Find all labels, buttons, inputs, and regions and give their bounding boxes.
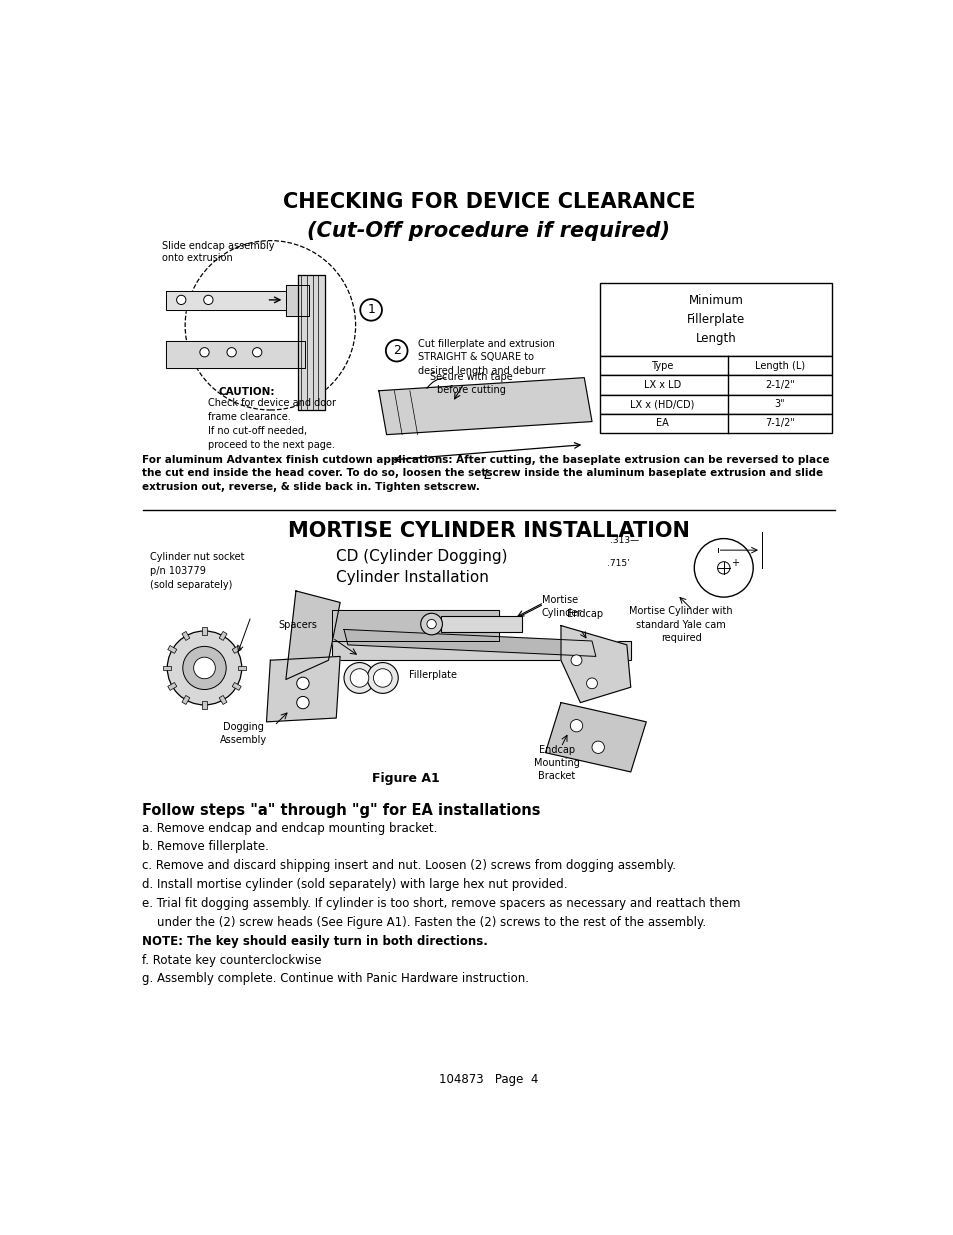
Circle shape	[183, 646, 226, 689]
Text: under the (2) screw heads (See Figure A1). Fasten the (2) screws to the rest of : under the (2) screw heads (See Figure A1…	[142, 916, 706, 929]
Text: (Cut-Off procedure if required): (Cut-Off procedure if required)	[307, 221, 670, 241]
Polygon shape	[286, 285, 309, 316]
Circle shape	[253, 347, 261, 357]
Circle shape	[420, 614, 442, 635]
Text: extrusion out, reverse, & slide back in. Tighten setscrew.: extrusion out, reverse, & slide back in.…	[142, 482, 480, 492]
Text: e. Trial fit dogging assembly. If cylinder is too short, remove spacers as neces: e. Trial fit dogging assembly. If cylind…	[142, 897, 740, 910]
Circle shape	[176, 295, 186, 305]
Bar	[219, 631, 227, 641]
Circle shape	[199, 347, 209, 357]
Text: Figure A1: Figure A1	[372, 772, 439, 785]
Text: For aluminum Advantex finish cutdown applications: After cutting, the baseplate : For aluminum Advantex finish cutdown app…	[142, 454, 829, 464]
Text: 2: 2	[393, 345, 400, 357]
Bar	[182, 631, 190, 641]
Circle shape	[427, 620, 436, 629]
Text: Mortise
Cylinder: Mortise Cylinder	[541, 595, 581, 618]
Text: NOTE: The key should easily turn in both directions.: NOTE: The key should easily turn in both…	[142, 935, 488, 947]
Polygon shape	[344, 630, 596, 656]
Polygon shape	[378, 378, 592, 435]
Text: Cylinder Installation: Cylinder Installation	[335, 571, 489, 585]
Circle shape	[350, 668, 369, 687]
Text: Type: Type	[651, 361, 673, 370]
Text: 1: 1	[367, 304, 375, 316]
Text: CHECKING FOR DEVICE CLEARANCE: CHECKING FOR DEVICE CLEARANCE	[282, 193, 695, 212]
Text: Spacers: Spacers	[277, 620, 316, 630]
Bar	[332, 641, 630, 661]
Polygon shape	[545, 703, 645, 772]
Bar	[202, 627, 207, 635]
Text: the cut end inside the head cover. To do so, loosen the setscrew inside the alum: the cut end inside the head cover. To do…	[142, 468, 822, 478]
Text: 7-1/2": 7-1/2"	[764, 419, 794, 429]
Text: MORTISE CYLINDER INSTALLATION: MORTISE CYLINDER INSTALLATION	[288, 521, 689, 541]
Text: Check for device and door
frame clearance.
If no cut-off needed,
proceed to the : Check for device and door frame clearanc…	[208, 399, 336, 451]
Circle shape	[193, 657, 215, 679]
Bar	[168, 683, 176, 690]
Text: Slide endcap assembly: Slide endcap assembly	[162, 241, 274, 251]
Circle shape	[586, 678, 597, 689]
Text: Secure with tape
before cutting: Secure with tape before cutting	[430, 372, 513, 395]
Text: Length (L): Length (L)	[754, 361, 804, 370]
Circle shape	[592, 741, 604, 753]
Text: 3": 3"	[774, 399, 784, 409]
Bar	[599, 395, 831, 414]
Text: Fillerplate: Fillerplate	[409, 671, 456, 680]
Circle shape	[344, 662, 375, 693]
Bar	[599, 375, 831, 395]
Text: Minimum
Fillerplate
Length: Minimum Fillerplate Length	[686, 294, 744, 345]
Polygon shape	[286, 592, 340, 679]
Text: b. Remove fillerplate.: b. Remove fillerplate.	[142, 841, 269, 853]
Text: onto extrusion: onto extrusion	[162, 253, 233, 263]
Bar	[599, 356, 831, 375]
Bar	[599, 414, 831, 433]
Text: CAUTION:: CAUTION:	[218, 387, 275, 396]
Bar	[599, 283, 831, 356]
Polygon shape	[166, 290, 286, 310]
Text: Endcap
Mounting
Bracket: Endcap Mounting Bracket	[534, 745, 579, 782]
Polygon shape	[297, 275, 324, 410]
Bar	[219, 695, 227, 704]
Bar	[232, 683, 241, 690]
Text: .715’: .715’	[607, 559, 630, 568]
Bar	[163, 666, 171, 671]
Polygon shape	[266, 656, 340, 721]
Bar	[168, 646, 176, 653]
Polygon shape	[166, 341, 305, 368]
Polygon shape	[332, 610, 498, 641]
Text: Mortise Cylinder with
standard Yale cam
required: Mortise Cylinder with standard Yale cam …	[629, 606, 732, 642]
Text: L: L	[483, 468, 491, 482]
Text: Cylinder nut socket
p/n 103779
(sold separately): Cylinder nut socket p/n 103779 (sold sep…	[150, 552, 245, 590]
Circle shape	[373, 668, 392, 687]
Text: f. Rotate key counterclockwise: f. Rotate key counterclockwise	[142, 953, 322, 967]
Text: .313—: .313—	[609, 536, 639, 546]
Text: c. Remove and discard shipping insert and nut. Loosen (2) screws from dogging as: c. Remove and discard shipping insert an…	[142, 860, 676, 872]
Text: CD (Cylinder Dogging): CD (Cylinder Dogging)	[335, 548, 507, 564]
Text: 2-1/2": 2-1/2"	[764, 380, 794, 390]
Text: LX x (HD/CD): LX x (HD/CD)	[630, 399, 694, 409]
Bar	[440, 616, 521, 632]
Bar	[182, 695, 190, 704]
Text: Cut fillerplate and extrusion
STRAIGHT & SQUARE to
desired length and deburr: Cut fillerplate and extrusion STRAIGHT &…	[417, 340, 554, 375]
Text: +: +	[730, 558, 738, 568]
Text: Follow steps "a" through "g" for EA installations: Follow steps "a" through "g" for EA inst…	[142, 803, 540, 818]
Polygon shape	[560, 626, 630, 703]
Circle shape	[204, 295, 213, 305]
Circle shape	[570, 720, 582, 732]
Bar	[232, 646, 241, 653]
Circle shape	[296, 677, 309, 689]
Text: g. Assembly complete. Continue with Panic Hardware instruction.: g. Assembly complete. Continue with Pani…	[142, 972, 529, 986]
Text: Dogging
Assembly: Dogging Assembly	[219, 721, 267, 745]
Text: d. Install mortise cylinder (sold separately) with large hex nut provided.: d. Install mortise cylinder (sold separa…	[142, 878, 567, 892]
Circle shape	[167, 631, 241, 705]
Circle shape	[296, 697, 309, 709]
Bar	[237, 666, 245, 671]
Text: Endcap: Endcap	[567, 609, 602, 620]
Text: a. Remove endcap and endcap mounting bracket.: a. Remove endcap and endcap mounting bra…	[142, 821, 437, 835]
Text: 104873   Page  4: 104873 Page 4	[438, 1073, 538, 1087]
Circle shape	[367, 662, 397, 693]
Circle shape	[571, 655, 581, 666]
Bar	[202, 701, 207, 709]
Text: EA: EA	[656, 419, 668, 429]
Circle shape	[227, 347, 236, 357]
Text: LX x LD: LX x LD	[643, 380, 680, 390]
